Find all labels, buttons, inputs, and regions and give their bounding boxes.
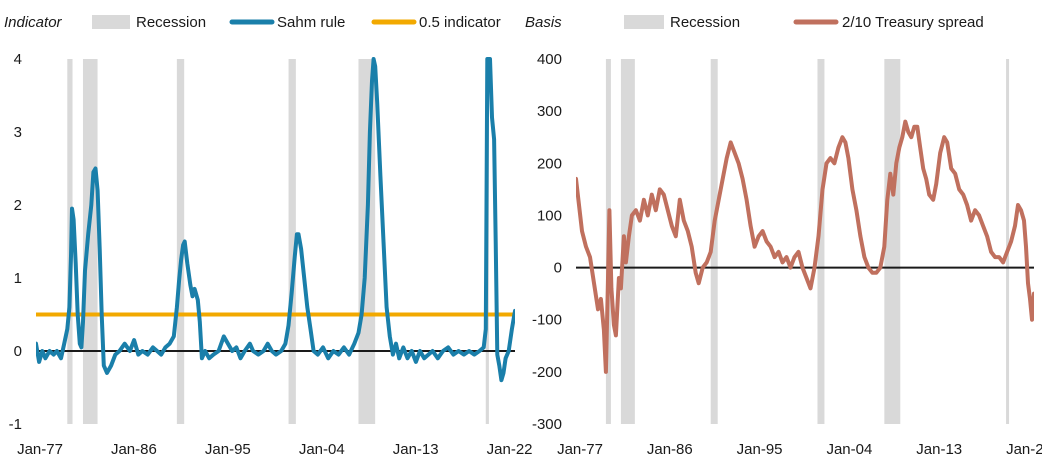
x-tick-label: Jan-04 [826,441,872,458]
legend-label: 2/10 Treasury spread [842,14,984,31]
y-tick-label: -100 [532,312,562,329]
y-tick-label: 2 [14,197,22,214]
recession-band [884,59,901,424]
recession-band [176,59,185,424]
y-axis-title: Basis [525,14,562,31]
series-line-1 [576,119,1034,374]
legend-label: Recession [670,14,740,31]
legend: Recession 2/10 Treasury spread [624,14,984,31]
y-tick-label: 200 [537,155,562,172]
x-tick-label: Jan-22 [487,441,533,458]
recession-band [817,59,825,424]
x-tick-label: Jan-13 [916,441,962,458]
legend-label: Recession [136,14,206,31]
recession-band [1006,59,1010,424]
y-tick-label: -300 [532,416,562,433]
chart-panel-2: -300 -200 -100 0 100 200 300 400 Jan-77 Jan-86 Jan… [525,14,1042,458]
legend-label: Sahm rule [277,14,345,31]
chart-panel-1: -1 0 1 2 3 4 Jan-77 Jan-86 Jan-95 Jan-04 Jan-13 Jan… [4,14,533,458]
x-tick-label: Jan-22 [1006,441,1042,458]
x-tick-label: Jan-13 [393,441,439,458]
y-tick-label: 4 [14,51,22,68]
y-tick-label: -1 [9,416,22,433]
x-tick-label: Jan-86 [111,441,157,458]
y-tick-label: 3 [14,124,22,141]
legend-swatch-recession [92,15,130,29]
y-axis-title: Indicator [4,14,63,31]
x-tick-label: Jan-04 [299,441,345,458]
legend-swatch-recession [624,15,664,29]
legend: Recession Sahm rule 0.5 indicator [92,14,501,31]
x-tick-label: Jan-95 [205,441,251,458]
x-tick-label: Jan-95 [737,441,783,458]
y-tick-label: 0 [14,343,22,360]
y-tick-label: 0 [554,260,562,277]
y-tick-label: 300 [537,103,562,120]
recession-band [710,59,718,424]
y-tick-label: 400 [537,51,562,68]
x-tick-label: Jan-77 [17,441,63,458]
x-tick-label: Jan-86 [647,441,693,458]
recession-band [288,59,296,424]
x-tick-label: Jan-77 [557,441,603,458]
series-line-1 [36,57,515,383]
legend-label: 0.5 indicator [419,14,501,31]
y-tick-label: 1 [14,270,22,287]
y-tick-label: -200 [532,364,562,381]
recession-band [82,59,98,424]
y-tick-label: 100 [537,207,562,224]
